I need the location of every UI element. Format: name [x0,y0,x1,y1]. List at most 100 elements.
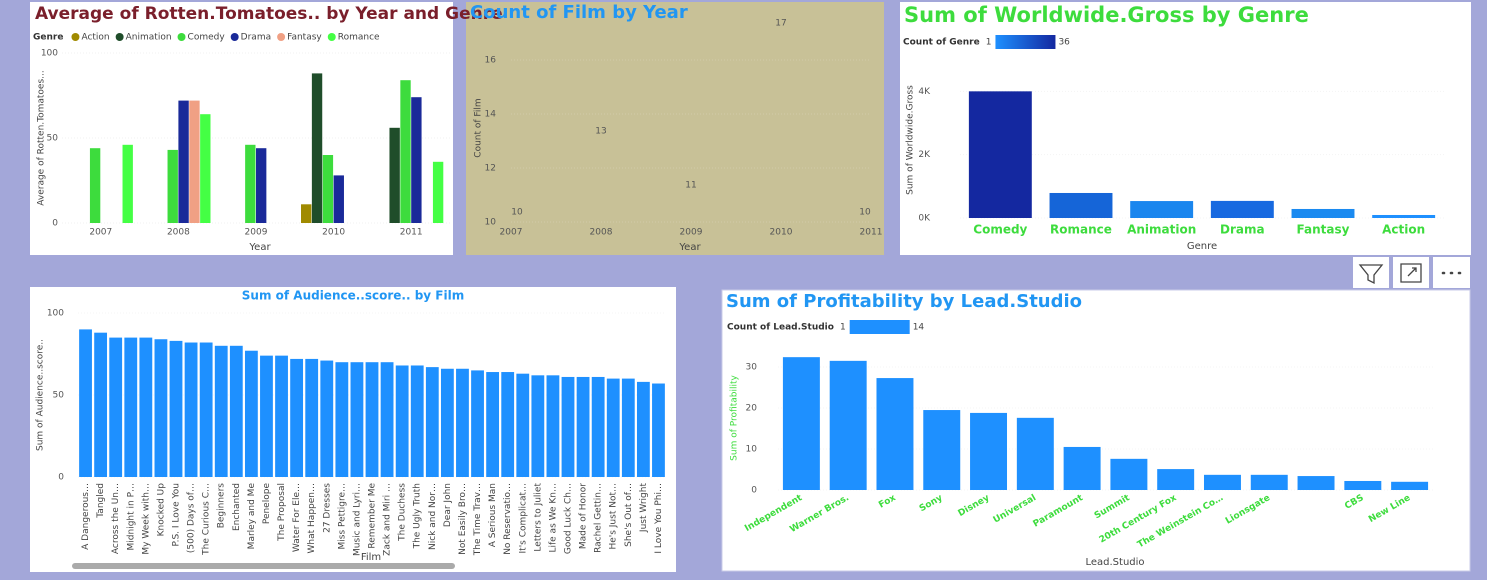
x-tick-label: Marley and Me [247,483,257,550]
y-tick-label: 20 [746,404,758,414]
legend-swatch [177,33,186,41]
data-label: 11 [685,181,696,191]
bar [561,376,575,477]
x-tick-label: The Ugly Truth [413,483,423,549]
bar [94,332,108,477]
color-legend-bar [995,35,1056,49]
x-axis-label: Lead.Studio [1085,557,1144,568]
y-tick-label: 50 [47,134,59,144]
chart-title: Count of Film by Year [470,2,688,23]
bar [1391,481,1429,490]
x-tick-label: Made of Honor [579,483,589,549]
scrollbar[interactable] [72,563,455,569]
legend-swatch [71,33,80,41]
x-tick-label: Enchanted [232,483,242,531]
bar [169,340,183,477]
x-tick-label: 2009 [245,228,268,238]
bar [576,376,590,477]
y-tick-label: 16 [485,56,497,66]
x-tick-label: Midnight in P… [126,483,136,550]
bar [1157,469,1195,490]
focus-icon [1400,263,1422,283]
bar [322,155,334,223]
x-tick-label: Not Easily Bro… [458,483,468,555]
bar [621,378,635,477]
bar [411,97,422,223]
bar [167,149,178,223]
legend-label: Drama [241,33,271,43]
bar [425,367,439,477]
bar [245,144,256,223]
x-axis-label: Year [678,242,701,253]
bar [1110,458,1148,490]
y-tick-label: 100 [41,49,58,59]
bar [471,370,484,477]
y-tick-label: 0 [52,219,58,229]
x-tick-label: The Time Trav… [473,483,483,556]
bar [333,175,344,223]
chart-title: Sum of Worldwide.Gross by Genre [904,3,1309,27]
chart-title: Average of Rotten.Tomatoes.. by Year and… [35,4,503,24]
x-tick-label: Zack and Miri … [383,483,393,556]
x-tick-label: Beginners [217,483,227,529]
data-label: 17 [775,19,786,29]
legend-label: Romance [338,33,380,43]
y-tick-label: 14 [485,110,497,120]
bar [1210,200,1274,218]
x-tick-label: My Week with… [141,483,151,555]
x-tick-label: Good Luck Ch… [564,483,574,554]
bar [244,350,258,477]
x-tick-label: 2007 [89,228,112,238]
color-legend-title: Count of Genre [903,38,980,48]
x-tick-label: The Duchess [398,483,408,542]
bar [1063,446,1101,490]
x-tick-label: Nick and Nor… [428,483,438,550]
legend-swatch [115,33,124,41]
legend-title: Genre [33,33,63,43]
x-tick-label: Music and Lyri… [352,483,362,556]
legend-swatch [230,33,239,41]
bar [440,368,454,477]
bar [229,345,243,477]
legend-label: Comedy [188,33,226,43]
x-tick-label: Remember Me [368,483,378,549]
x-tick-label: A Dangerous… [81,483,91,550]
y-axis-label: Sum of Audience..score.. [36,339,46,451]
bar [350,362,364,477]
bar [970,412,1008,490]
panel [30,2,453,255]
chart-title: Sum of Profitability by Lead.Studio [726,291,1082,312]
bar [456,368,469,477]
x-tick-label: What Happen… [307,483,317,553]
bar [1203,474,1241,490]
y-tick-label: 100 [47,309,64,319]
x-tick-label: Action [1382,223,1425,237]
bar [365,362,379,477]
bar [199,342,213,477]
bar [1291,208,1355,218]
filter-button[interactable] [1353,257,1389,288]
bar [184,342,198,477]
x-tick-label: Penelope [262,483,272,525]
y-tick-label: 0 [751,486,757,496]
y-tick-label: 4K [918,87,931,97]
bar [546,375,560,477]
color-legend-bar [849,320,910,334]
bar [200,114,211,223]
x-tick-label: P.S. I Love You [172,483,182,546]
data-label: 10 [859,208,871,218]
x-tick-label: No Reservatio… [503,483,513,555]
x-tick-label: Fantasy [1297,223,1350,237]
bar [178,100,189,223]
legend-label: Action [81,33,109,43]
color-legend-min: 1 [840,323,846,333]
x-tick-label: 2008 [167,228,190,238]
x-tick-label: She's Out of… [624,483,634,547]
bar [876,378,914,490]
y-tick-label: 30 [746,363,758,373]
x-tick-label: 27 Dresses [322,483,332,533]
legend-label: Fantasy [287,33,322,43]
x-axis-label: Film [361,552,381,563]
